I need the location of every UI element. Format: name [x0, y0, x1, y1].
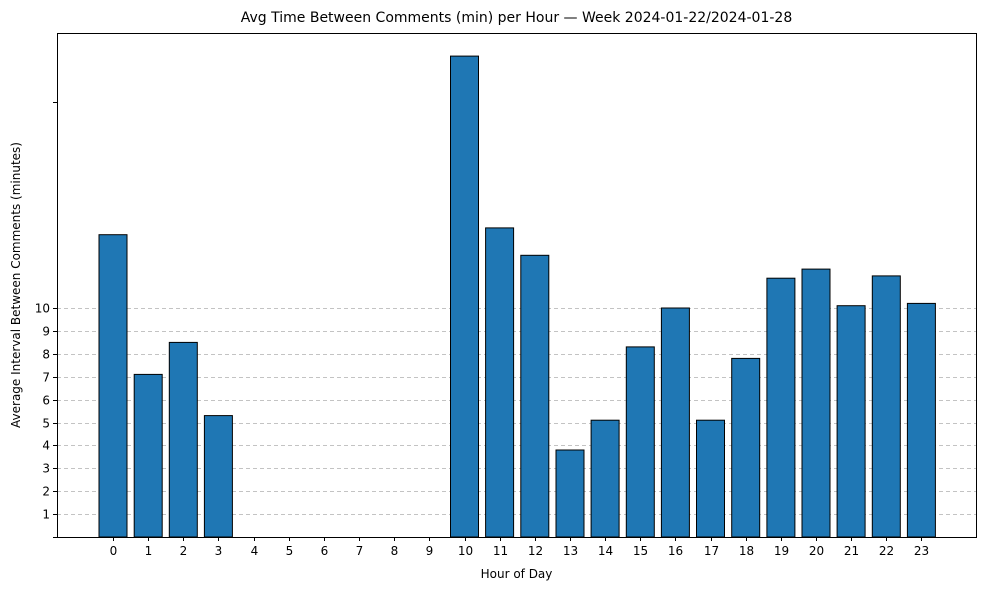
x-tick-label: 0: [110, 544, 118, 558]
bar-hour-14: [590, 419, 620, 538]
x-tick-label: 21: [844, 544, 859, 558]
bar-hour-11: [485, 227, 515, 538]
x-tick-label: 16: [668, 544, 683, 558]
x-tick-label: 3: [215, 544, 223, 558]
x-tick-label: 5: [286, 544, 294, 558]
y-tick-label: 4: [42, 439, 50, 453]
y-tick-label: 6: [42, 394, 50, 408]
bar-hour-21: [836, 305, 866, 538]
bar-hour-10: [450, 55, 479, 538]
x-tick-label: 12: [528, 544, 543, 558]
bars: [98, 55, 936, 538]
bar-hour-13: [555, 449, 585, 538]
bar-hour-17: [696, 419, 725, 538]
bar-hour-1: [133, 373, 163, 538]
x-tick-label: 1: [145, 544, 153, 558]
x-tick-label: 7: [356, 544, 364, 558]
y-tick-label: 5: [42, 417, 50, 431]
bar-hour-15: [625, 346, 655, 538]
x-tick-label: 10: [458, 544, 473, 558]
y-ticks: 1 2 3 4 5 6 7 8 9 10: [35, 102, 57, 538]
y-tick-label: 2: [42, 485, 50, 499]
bar-hour-23: [906, 302, 936, 538]
bar-hour-16: [660, 307, 690, 538]
bar-hour-0: [98, 234, 128, 538]
y-axis-label: Average Interval Between Comments (minut…: [9, 142, 23, 428]
x-tick-label: 14: [598, 544, 613, 558]
bar-hour-2: [168, 341, 198, 538]
bar-hour-22: [871, 275, 901, 538]
x-axis-label: Hour of Day: [481, 567, 553, 581]
y-tick-label: 8: [42, 348, 50, 362]
x-tick-label: 9: [426, 544, 434, 558]
bar-hour-18: [731, 357, 761, 538]
plot-frame: [57, 33, 977, 538]
x-tick-label: 13: [563, 544, 578, 558]
bar-hour-12: [520, 254, 550, 538]
x-tick-label: 15: [633, 544, 648, 558]
x-tick-label: 23: [914, 544, 929, 558]
y-tick-label: 7: [42, 371, 50, 385]
x-tick-label: 20: [809, 544, 824, 558]
bar-hour-20: [801, 268, 831, 538]
y-tick-label: 3: [42, 462, 50, 476]
x-tick-label: 2: [180, 544, 188, 558]
y-tick-label: 10: [35, 302, 50, 316]
x-tick-label: 17: [704, 544, 719, 558]
x-tick-label: 11: [493, 544, 508, 558]
x-tick-label: 22: [879, 544, 894, 558]
bar-hour-19: [766, 277, 796, 538]
x-tick-label: 6: [321, 544, 329, 558]
y-tick-label: 1: [42, 508, 50, 522]
x-tick-label: 19: [774, 544, 789, 558]
bar-hour-3: [203, 415, 233, 538]
x-tick-label: 8: [391, 544, 399, 558]
x-tick-label: 4: [251, 544, 259, 558]
x-tick-label: 18: [739, 544, 754, 558]
y-tick-label: 9: [42, 325, 50, 339]
x-ticks: 0 1 2 3 4 5 6 7 8 9 10 11 12 13 14 15 16 17 18 19 20 21 22 23: [110, 537, 929, 558]
chart-title: Avg Time Between Comments (min) per Hour…: [241, 10, 792, 26]
